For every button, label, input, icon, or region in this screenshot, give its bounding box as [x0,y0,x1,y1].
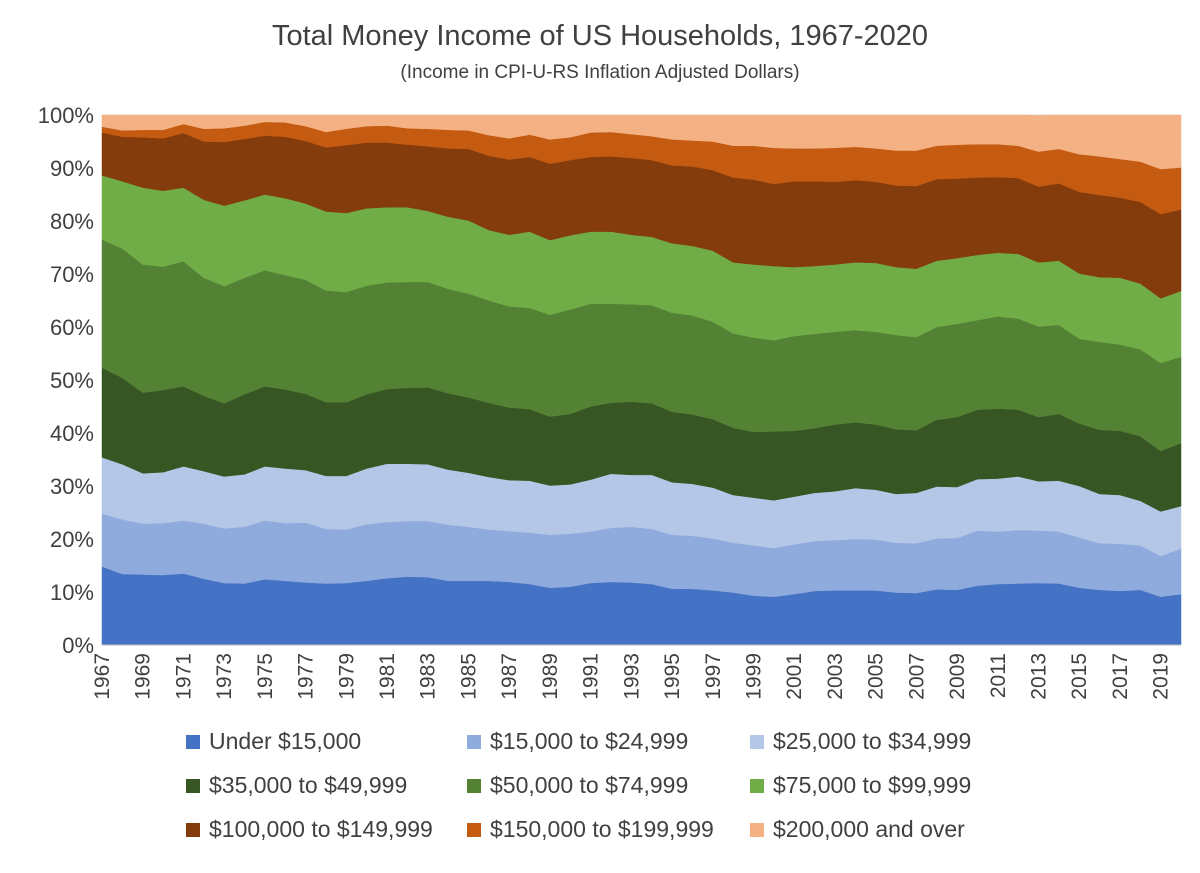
legend-label: $150,000 to $199,999 [490,816,714,842]
legend-item: Under $15,000 [186,728,361,755]
legend: Under $15,000 $15,000 to $24,999 $25,000 t… [0,728,1200,868]
x-tick-label: 1973 [213,653,236,700]
y-tick-label: 40% [50,421,94,446]
x-tick-label: 2007 [905,653,928,700]
x-tick-label: 1983 [417,653,440,700]
legend-item: $150,000 to $199,999 [467,816,714,843]
legend-swatch [467,778,481,793]
x-tick-label: 1997 [702,653,725,700]
x-tick-label: 2005 [865,653,888,700]
x-tick-label: 2001 [783,653,806,700]
x-tick-label: 1991 [580,653,603,700]
legend-item: $25,000 to $34,999 [750,728,971,755]
x-tick-label: 1979 [335,653,358,700]
legend-swatch [186,778,200,793]
x-tick-label: 2003 [824,653,847,700]
y-tick-label: 0% [62,633,94,658]
legend-swatch [750,822,764,837]
legend-label: $15,000 to $24,999 [490,728,689,754]
legend-item: $100,000 to $149,999 [186,816,433,843]
legend-label: $200,000 and over [773,816,965,842]
x-tick-label: 1971 [172,653,195,700]
legend-label: $35,000 to $49,999 [209,772,408,798]
chart-subtitle: (Income in CPI-U-RS Inflation Adjusted D… [400,62,800,83]
legend-label: $75,000 to $99,999 [773,772,972,798]
x-tick-label: 1989 [539,653,562,700]
y-tick-label: 50% [50,368,94,393]
x-tick-label: 2017 [1109,653,1132,700]
x-tick-label: 1967 [91,653,114,700]
y-tick-label: 70% [50,262,94,287]
x-tick-label: 1969 [132,653,155,700]
x-tick-label: 1975 [254,653,277,700]
legend-item: $35,000 to $49,999 [186,772,407,799]
y-tick-label: 80% [50,209,94,234]
y-tick-label: 100% [38,103,94,128]
y-tick-label: 60% [50,315,94,340]
x-tick-label: 1981 [376,653,399,700]
x-tick-label: 1999 [742,653,765,700]
legend-item: $75,000 to $99,999 [750,772,971,799]
legend-item: $15,000 to $24,999 [467,728,688,755]
legend-label: $25,000 to $34,999 [773,728,972,754]
legend-label: $50,000 to $74,999 [490,772,689,798]
legend-swatch [467,822,481,837]
x-tick-label: 1993 [620,653,643,700]
legend-swatch [186,822,200,837]
area-series-9 [101,114,1182,170]
x-tick-label: 2015 [1068,653,1091,700]
y-tick-label: 10% [50,580,94,605]
x-tick-label: 1985 [457,653,480,700]
legend-label: $100,000 to $149,999 [209,816,433,842]
x-tick-label: 2013 [1027,653,1050,700]
x-tick-label: 2009 [946,653,969,700]
y-tick-label: 20% [50,527,94,552]
x-tick-label: 1977 [295,653,318,700]
y-tick-label: 30% [50,474,94,499]
x-tick-label: 2019 [1150,653,1173,700]
legend-item: $200,000 and over [750,816,965,843]
y-tick-label: 90% [50,156,94,181]
legend-swatch [186,734,200,749]
legend-swatch [467,734,481,749]
x-tick-label: 2011 [987,653,1010,698]
legend-swatch [750,734,764,749]
legend-label: Under $15,000 [209,728,362,754]
chart-title: Total Money Income of US Households, 196… [271,20,929,52]
x-tick-label: 1995 [661,653,684,700]
legend-swatch [750,778,764,793]
legend-item: $50,000 to $74,999 [467,772,688,799]
x-tick-label: 1987 [498,653,521,700]
